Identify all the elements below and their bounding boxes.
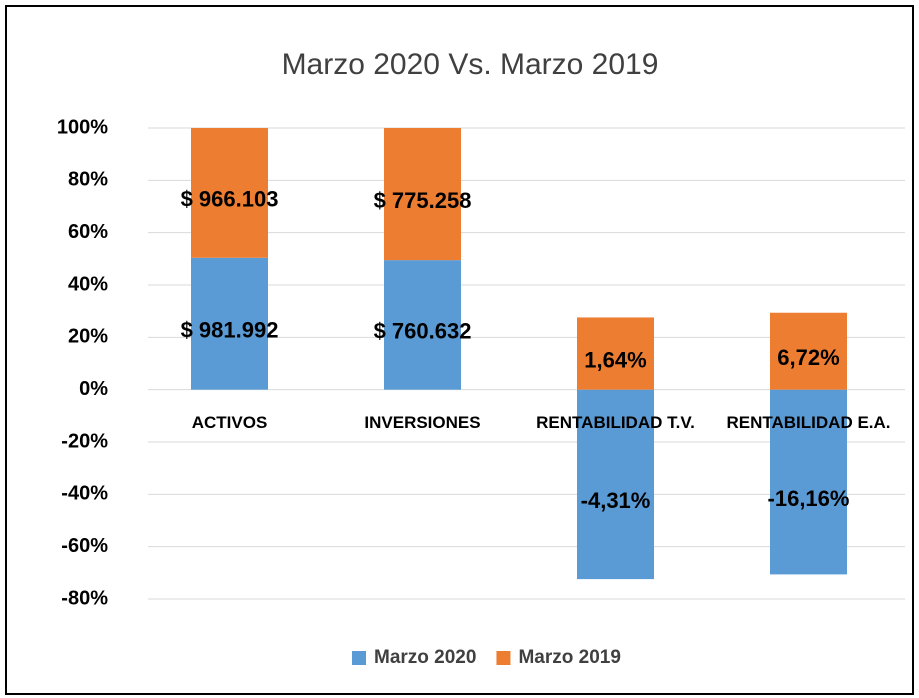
y-tick-label: -20% bbox=[61, 430, 108, 452]
x-tick-label-box: RENTABILIDAD E.A. bbox=[726, 412, 891, 432]
chart-title: Marzo 2020 Vs. Marzo 2019 bbox=[282, 48, 659, 81]
y-tick-label: -40% bbox=[61, 483, 108, 505]
y-tick-label: -60% bbox=[61, 535, 108, 557]
x-tick-label: RENTABILIDAD T.V. bbox=[536, 412, 695, 432]
y-tick-label: 60% bbox=[68, 221, 108, 243]
bar-segment bbox=[384, 260, 461, 390]
bar-segment bbox=[384, 128, 461, 261]
data-label: $ 966.103 bbox=[181, 187, 279, 212]
data-label: $ 981.992 bbox=[181, 318, 279, 343]
bar-segment bbox=[577, 317, 654, 390]
legend-swatch bbox=[352, 651, 366, 665]
data-label: $ 760.632 bbox=[374, 319, 472, 344]
data-label: -4,31% bbox=[581, 488, 651, 513]
data-label: $ 775.258 bbox=[374, 188, 472, 213]
bar-segment bbox=[191, 257, 268, 390]
x-tick-label: RENTABILIDAD E.A. bbox=[726, 412, 891, 432]
x-tick-label-box: ACTIVOS bbox=[191, 412, 268, 432]
data-label: -16,16% bbox=[768, 486, 850, 511]
x-tick-label: INVERSIONES bbox=[364, 412, 481, 432]
y-tick-label: 40% bbox=[68, 273, 108, 295]
y-tick-label: 80% bbox=[68, 169, 108, 191]
data-label: 6,72% bbox=[777, 345, 839, 370]
x-tick-label-box: INVERSIONES bbox=[364, 412, 481, 432]
y-tick-label: -80% bbox=[61, 587, 108, 609]
y-tick-label: 100% bbox=[57, 116, 108, 138]
y-tick-label: 0% bbox=[79, 378, 108, 400]
data-label: 1,64% bbox=[584, 347, 646, 372]
legend-label: Marzo 2019 bbox=[518, 647, 620, 668]
y-tick-label: 20% bbox=[68, 326, 108, 348]
bar-segment bbox=[577, 389, 654, 580]
bar-segment bbox=[770, 312, 847, 390]
bar-segment bbox=[770, 389, 847, 575]
legend-label: Marzo 2020 bbox=[374, 647, 476, 668]
bar-segment bbox=[191, 128, 268, 258]
legend-swatch bbox=[496, 651, 511, 665]
x-tick-label: ACTIVOS bbox=[191, 412, 268, 432]
x-tick-label-box: RENTABILIDAD T.V. bbox=[536, 412, 695, 432]
